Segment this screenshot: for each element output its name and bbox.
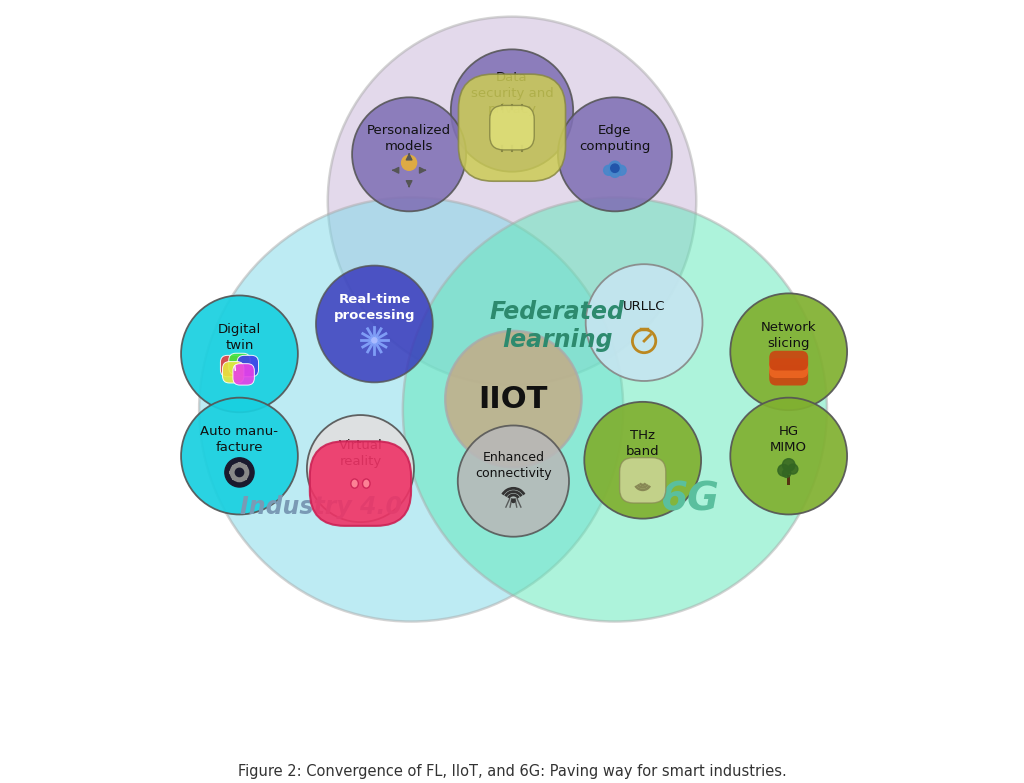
Circle shape (610, 164, 620, 172)
Text: URLLC: URLLC (623, 300, 666, 312)
FancyBboxPatch shape (222, 362, 244, 383)
Circle shape (558, 97, 672, 211)
Circle shape (230, 464, 249, 482)
Text: Network
slicing: Network slicing (761, 321, 816, 350)
FancyBboxPatch shape (232, 363, 254, 385)
Text: Personalized
models: Personalized models (367, 124, 452, 153)
FancyBboxPatch shape (787, 474, 791, 485)
Circle shape (730, 294, 847, 410)
Circle shape (609, 167, 621, 178)
Circle shape (199, 197, 624, 622)
FancyBboxPatch shape (620, 458, 666, 503)
FancyBboxPatch shape (489, 106, 535, 150)
FancyBboxPatch shape (769, 366, 808, 385)
Text: THz
band: THz band (626, 429, 659, 458)
FancyBboxPatch shape (231, 477, 236, 480)
Text: Figure 2: Convergence of FL, IIoT, and 6G: Paving way for smart industries.: Figure 2: Convergence of FL, IIoT, and 6… (238, 764, 786, 779)
FancyBboxPatch shape (769, 359, 808, 378)
Circle shape (458, 425, 569, 536)
Text: Digital
twin: Digital twin (218, 323, 261, 352)
Text: Industry 4.0: Industry 4.0 (240, 495, 401, 519)
Text: Data
security and
privacy: Data security and privacy (471, 71, 553, 116)
Circle shape (585, 402, 701, 518)
Text: Federated
learning: Federated learning (489, 300, 625, 352)
Circle shape (445, 331, 582, 467)
FancyBboxPatch shape (220, 355, 242, 377)
Text: IIOT: IIOT (478, 384, 548, 413)
FancyBboxPatch shape (228, 353, 250, 375)
FancyBboxPatch shape (229, 471, 232, 474)
Text: Virtual
reality: Virtual reality (339, 439, 382, 468)
Circle shape (787, 464, 798, 474)
FancyBboxPatch shape (246, 471, 250, 474)
Ellipse shape (351, 479, 358, 488)
Circle shape (512, 500, 515, 503)
Circle shape (316, 265, 433, 382)
FancyBboxPatch shape (238, 479, 241, 482)
Circle shape (307, 415, 414, 522)
Text: Real-time
processing: Real-time processing (334, 293, 415, 322)
Circle shape (616, 165, 626, 175)
Circle shape (372, 337, 377, 343)
FancyBboxPatch shape (769, 351, 808, 370)
FancyBboxPatch shape (310, 442, 411, 526)
FancyBboxPatch shape (238, 355, 258, 377)
FancyBboxPatch shape (244, 477, 247, 480)
Text: Auto manu-
facture: Auto manu- facture (201, 425, 279, 454)
Circle shape (603, 165, 613, 175)
Circle shape (328, 16, 696, 385)
FancyBboxPatch shape (231, 465, 236, 468)
Circle shape (609, 161, 621, 173)
FancyBboxPatch shape (244, 465, 247, 468)
Circle shape (778, 464, 790, 476)
Text: 6G: 6G (659, 481, 719, 519)
Ellipse shape (362, 479, 370, 488)
Circle shape (782, 459, 795, 471)
Circle shape (181, 295, 298, 413)
FancyBboxPatch shape (459, 74, 565, 181)
Circle shape (402, 197, 827, 622)
Text: Edge
computing: Edge computing (580, 124, 650, 153)
Circle shape (352, 97, 466, 211)
Circle shape (451, 49, 573, 171)
FancyBboxPatch shape (238, 463, 241, 466)
Text: HG
MIMO: HG MIMO (770, 425, 807, 454)
Text: Enhanced
connectivity: Enhanced connectivity (475, 451, 552, 480)
Circle shape (782, 469, 791, 478)
Circle shape (730, 398, 847, 514)
Circle shape (236, 468, 244, 477)
Circle shape (181, 398, 298, 514)
Circle shape (225, 458, 254, 487)
Circle shape (586, 264, 702, 381)
Circle shape (401, 155, 417, 170)
